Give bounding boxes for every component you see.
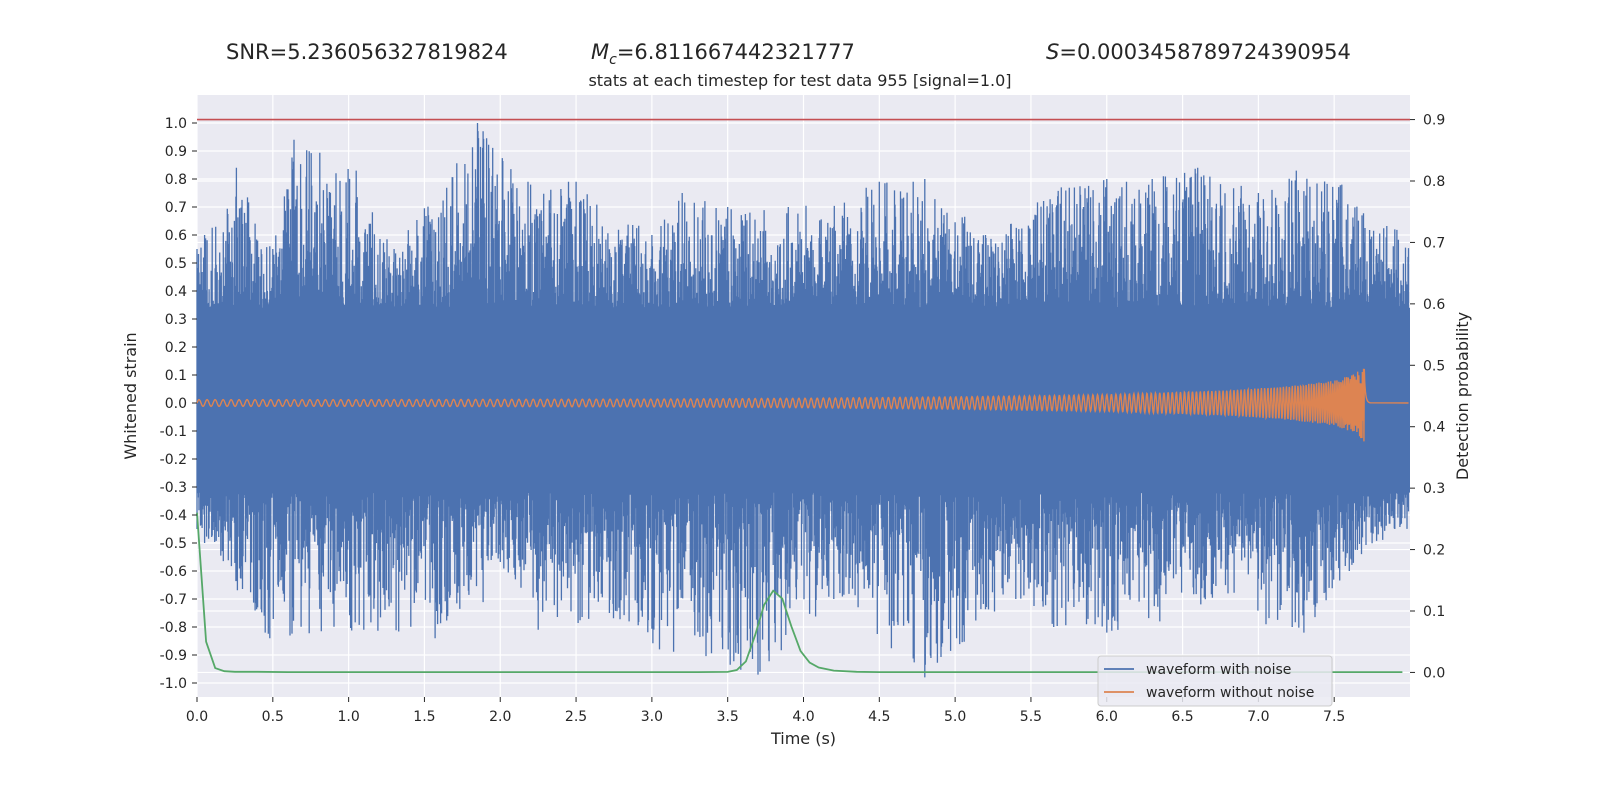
y2-tick-label: 0.1 <box>1423 604 1445 620</box>
y-tick-label: -0.2 <box>160 452 187 468</box>
y2-tick-label: 0.4 <box>1423 420 1445 436</box>
x-tick-label: 3.5 <box>717 709 739 725</box>
chart-subtitle: stats at each timestep for test data 955… <box>588 71 1012 90</box>
y-tick-label: -0.4 <box>160 508 187 524</box>
y2-tick-label: 0.3 <box>1423 481 1445 497</box>
y2-tick-label: 0.2 <box>1423 543 1445 559</box>
x-axis-label: Time (s) <box>770 729 836 748</box>
y-axis-label: Whitened strain <box>121 332 140 459</box>
x-tick-label: 0.0 <box>186 709 208 725</box>
y-tick-label: 0.8 <box>165 172 187 188</box>
y-tick-label: 0.7 <box>165 200 187 216</box>
y-tick-label: -0.8 <box>160 620 187 636</box>
y-tick-label: -0.3 <box>160 480 187 496</box>
legend-label: waveform without noise <box>1146 685 1314 701</box>
x-axis: 0.0 0.5 1.0 1.5 2.0 2.5 3.0 3.5 4.0 4.5 5.0 5.5 6.0 6… <box>186 697 1345 725</box>
clean-waveform-line <box>196 368 1409 442</box>
x-tick-label: 4.5 <box>868 709 890 725</box>
x-tick-label: 2.0 <box>489 709 511 725</box>
y2-tick-label: 0.8 <box>1423 174 1445 190</box>
s-symbol: S <box>1046 40 1060 64</box>
x-tick-label: 6.0 <box>1096 709 1118 725</box>
y-tick-label: -0.7 <box>160 592 187 608</box>
y2-tick-label: 0.7 <box>1423 235 1445 251</box>
x-tick-label: 3.0 <box>641 709 663 725</box>
legend: waveform with noise waveform without nois… <box>1097 655 1333 707</box>
x-tick-label: 7.5 <box>1323 709 1345 725</box>
probability-line <box>196 512 1403 673</box>
chirp-mass-value: =6.811667442321777 <box>616 40 855 64</box>
s-value: =0.0003458789724390954 <box>1059 40 1351 64</box>
x-tick-label: 6.5 <box>1171 709 1193 725</box>
y-tick-label: -1.0 <box>160 676 187 692</box>
y-tick-label: 0.9 <box>165 144 187 160</box>
y2-axis-label: Detection probability <box>1453 312 1472 480</box>
y2-axis: 0.9 0.8 0.7 0.6 0.5 0.4 0.3 0.2 0.1 0.0 <box>1410 113 1445 681</box>
x-tick-label: 4.0 <box>792 709 814 725</box>
y2-tick-label: 0.0 <box>1423 665 1445 681</box>
legend-label: waveform with noise <box>1146 662 1291 678</box>
y-tick-label: 0.6 <box>165 228 187 244</box>
y-tick-label: 1.0 <box>165 116 187 132</box>
y-tick-label: -0.9 <box>160 648 187 664</box>
snr-header: SNR=5.236056327819824 <box>226 40 508 64</box>
y-tick-label: 0.2 <box>165 340 187 356</box>
y-tick-label: -0.6 <box>160 564 187 580</box>
x-tick-label: 5.0 <box>944 709 966 725</box>
y-tick-label: 0.4 <box>165 284 187 300</box>
y2-tick-label: 0.9 <box>1423 113 1445 129</box>
chirp-mass-header: Mc=6.811667442321777 <box>591 40 855 68</box>
x-tick-label: 1.5 <box>413 709 435 725</box>
y-tick-label: -0.5 <box>160 536 187 552</box>
y-tick-label: -0.1 <box>160 424 187 440</box>
x-tick-label: 5.5 <box>1020 709 1042 725</box>
chirp-mass-subscript: c <box>609 52 617 69</box>
y-tick-label: 0.1 <box>165 368 187 384</box>
y-axis: 1.0 0.9 0.8 0.7 0.6 0.5 0.4 0.3 0.2 0.1 0.0 -0.1 -0.… <box>160 116 197 692</box>
x-tick-label: 2.5 <box>565 709 587 725</box>
y-tick-label: 0.5 <box>165 256 187 272</box>
legend-box <box>1097 655 1333 707</box>
y-tick-label: 0.3 <box>165 312 187 328</box>
y2-tick-label: 0.5 <box>1423 358 1445 374</box>
chirp-mass-symbol: M <box>591 40 610 64</box>
x-tick-label: 7.0 <box>1247 709 1269 725</box>
s-header: S=0.0003458789724390954 <box>1046 40 1351 64</box>
x-tick-label: 0.5 <box>262 709 284 725</box>
probability-series <box>196 512 1403 673</box>
y2-tick-label: 0.6 <box>1423 297 1445 313</box>
clean-waveform-series <box>196 368 1409 442</box>
x-tick-label: 1.0 <box>337 709 359 725</box>
y-tick-label: 0.0 <box>165 396 187 412</box>
